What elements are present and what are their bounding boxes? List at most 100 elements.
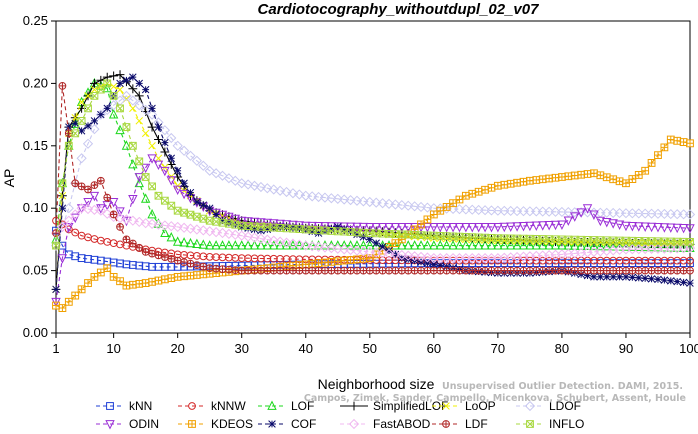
data-point-ldf: [212, 264, 221, 273]
legend-marker-ldof: [524, 400, 536, 412]
data-point-fastabod: [345, 244, 356, 256]
data-point-fastabod: [114, 213, 126, 224]
data-point-ldf: [122, 235, 131, 244]
data-point-kdeos: [154, 276, 163, 285]
data-point-ldf: [372, 266, 381, 275]
data-point-cof: [103, 104, 111, 113]
data-point-cof: [122, 76, 131, 85]
data-point-odin: [582, 204, 593, 214]
legend-marker-odin: [105, 420, 115, 430]
data-point-cof: [135, 79, 144, 88]
data-point-cof: [679, 278, 688, 287]
x-tick-label: 90: [619, 341, 633, 356]
data-point-lof: [467, 240, 477, 250]
data-point-kdeos: [429, 210, 438, 219]
data-point-lof: [160, 227, 170, 238]
data-point-odin: [70, 213, 80, 224]
data-point-kdeos: [634, 171, 643, 179]
y-tick-label: 0.05: [23, 263, 48, 278]
data-point-ldf: [128, 239, 137, 248]
data-point-cof: [148, 104, 156, 113]
data-point-cof: [436, 261, 444, 270]
data-point-odin: [461, 223, 471, 233]
data-point-kdeos: [602, 173, 611, 182]
data-point-lof: [499, 240, 509, 250]
data-point-ldof: [383, 198, 395, 209]
data-point-ldf: [192, 261, 201, 269]
data-point-lof: [237, 240, 247, 250]
data-point-ldf: [295, 266, 304, 275]
data-point-ldf: [525, 266, 534, 275]
data-point-fastabod: [364, 246, 375, 257]
data-point-ldf: [532, 266, 541, 275]
data-point-ldf: [289, 266, 297, 275]
data-point-inflo: [148, 182, 156, 191]
data-point-fastabod: [204, 226, 215, 237]
legend-label-cof: COF: [291, 417, 316, 431]
data-point-ldof: [294, 189, 305, 200]
data-point-kdeos: [180, 272, 188, 281]
x-tick-label: 80: [555, 341, 569, 356]
y-tick-label: 0.10: [23, 200, 48, 215]
data-point-cof: [628, 273, 637, 282]
data-point-cof: [615, 273, 624, 281]
data-point-cof: [660, 276, 669, 284]
data-point-loop: [135, 117, 144, 125]
data-point-ldf: [660, 266, 669, 275]
data-point-inflo: [84, 104, 92, 113]
data-point-ldf: [493, 266, 502, 275]
data-point-kdeos: [186, 271, 195, 280]
x-tick-label: 100: [679, 341, 698, 356]
data-point-ldf: [641, 266, 650, 275]
legend-marker-simplifiedlof: [349, 401, 359, 411]
data-point-ldf: [461, 266, 470, 275]
data-point-odin: [429, 223, 439, 233]
data-point-kdeos: [391, 239, 400, 248]
data-point-ldf: [77, 182, 86, 191]
data-point-odin: [557, 220, 567, 230]
data-point-kdeos: [628, 175, 637, 183]
data-point-cof: [378, 243, 387, 251]
series-fastabod: [50, 203, 696, 264]
data-point-kdeos: [487, 183, 496, 192]
data-point-ldof: [390, 199, 401, 210]
data-point-kdeos: [103, 264, 112, 273]
data-point-cof: [237, 223, 246, 231]
data-point-ldof: [351, 195, 363, 206]
data-point-ldf: [263, 266, 272, 275]
data-point-loop: [410, 232, 419, 241]
data-point-fastabod: [319, 242, 331, 253]
data-point-lof: [416, 240, 426, 250]
data-point-ldf: [365, 266, 374, 275]
data-point-odin: [505, 222, 516, 232]
data-point-fastabod: [178, 222, 190, 233]
data-point-lof: [275, 240, 285, 250]
legend-item-cof: COF: [258, 417, 316, 431]
data-point-odin: [608, 219, 618, 229]
data-point-inflo: [160, 196, 169, 205]
data-point-kdeos: [474, 187, 483, 196]
legend-item-fastabod: FastABOD: [340, 417, 431, 431]
data-point-ldf: [340, 266, 349, 275]
data-point-fastabod: [415, 251, 427, 262]
data-point-fastabod: [70, 209, 81, 220]
data-point-ldf: [551, 266, 560, 275]
data-point-kdeos: [590, 169, 598, 178]
data-point-simplifiedlof: [147, 122, 157, 132]
data-point-fastabod: [313, 241, 324, 252]
data-point-kdeos: [513, 178, 521, 187]
legend-item-odin: ODIN: [96, 417, 159, 431]
data-point-ldof: [185, 150, 196, 161]
data-point-kdeos: [340, 256, 349, 265]
data-point-fastabod: [358, 246, 369, 257]
data-point-cof: [276, 223, 284, 231]
data-point-ldf: [436, 266, 445, 275]
data-point-cof: [372, 239, 380, 247]
data-point-ldf: [58, 82, 67, 90]
data-point-kdeos: [551, 173, 560, 182]
data-point-lof: [172, 236, 183, 246]
data-point-inflo: [103, 79, 112, 88]
data-point-ldf: [52, 229, 60, 237]
data-point-kdeos: [321, 258, 329, 267]
data-point-inflo: [52, 241, 60, 250]
